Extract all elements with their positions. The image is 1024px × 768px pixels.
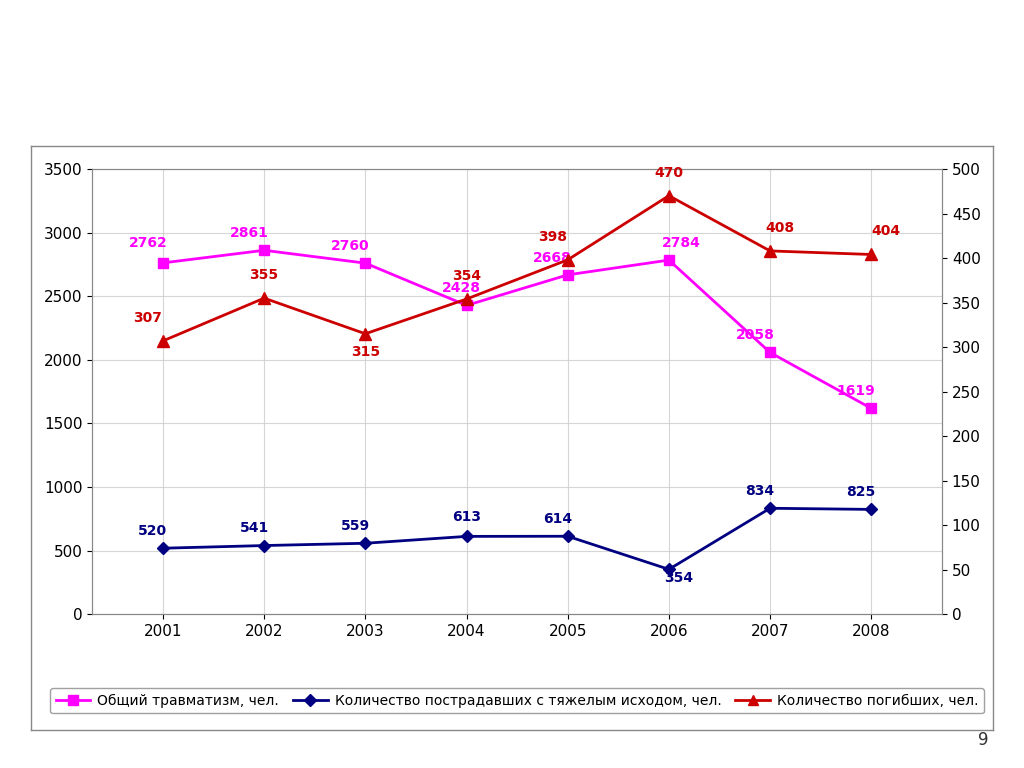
Text: 354: 354: [452, 269, 481, 283]
Text: 307: 307: [133, 311, 162, 325]
Text: 2762: 2762: [128, 236, 167, 250]
Text: 614: 614: [543, 512, 572, 526]
Text: 408: 408: [766, 221, 795, 235]
Text: 2058: 2058: [735, 328, 774, 343]
Text: 398: 398: [538, 230, 567, 243]
Text: Динамика производственного травматизма: Динамика производственного травматизма: [144, 35, 880, 62]
Text: 2861: 2861: [229, 226, 268, 240]
Text: 2760: 2760: [331, 239, 370, 253]
Text: 541: 541: [240, 521, 268, 535]
Text: 2784: 2784: [662, 236, 700, 250]
Text: 825: 825: [847, 485, 876, 499]
Text: 470: 470: [654, 166, 683, 180]
Text: 559: 559: [341, 519, 370, 533]
Text: общий, с тяжелым и со смертельным исходом: общий, с тяжелым и со смертельным исходо…: [118, 94, 906, 122]
Text: 2668: 2668: [534, 250, 572, 265]
Text: 520: 520: [138, 524, 168, 538]
Legend: Общий травматизм, чел., Количество пострадавших с тяжелым исходом, чел., Количес: Общий травматизм, чел., Количество постр…: [50, 688, 984, 713]
Text: 2428: 2428: [442, 281, 481, 295]
Text: 613: 613: [452, 510, 481, 524]
Text: 355: 355: [250, 268, 279, 282]
Text: 354: 354: [665, 571, 693, 584]
Text: 404: 404: [871, 224, 901, 238]
Text: 315: 315: [351, 345, 380, 359]
Text: 1619: 1619: [837, 384, 876, 398]
Text: 9: 9: [978, 731, 988, 749]
Text: 834: 834: [745, 484, 774, 498]
